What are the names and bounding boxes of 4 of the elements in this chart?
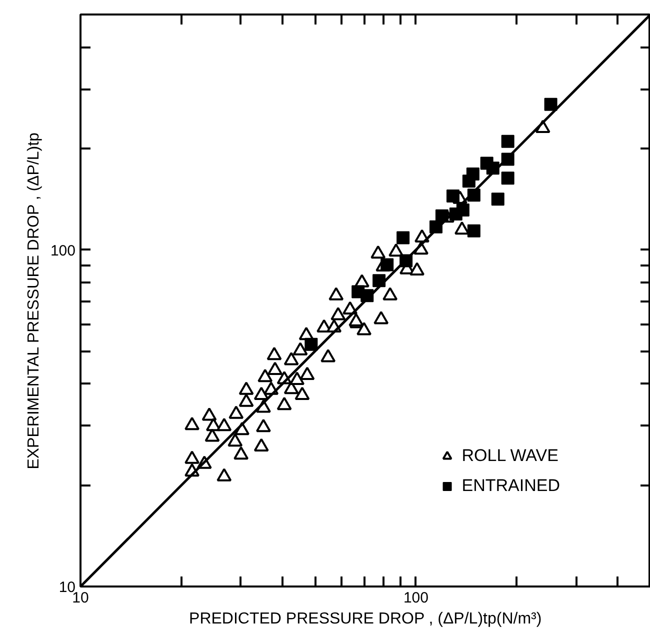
legend-label: ROLL WAVE [462,446,558,466]
y-axis-title: EXPERIMENTAL PRESSURE DROP , (ΔP/L)tp [25,132,42,470]
legend-label: ENTRAINED [462,476,560,496]
x-axis-title: PREDICTED PRESSURE DROP , (ΔP/L)tp(N/m³) [189,610,542,628]
